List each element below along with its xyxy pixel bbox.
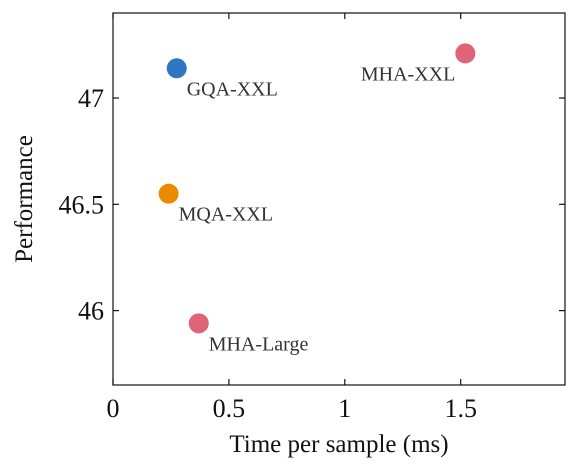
x-tick-label: 0 — [107, 394, 120, 423]
point-label: GQA-XXL — [187, 78, 278, 100]
point-label: MHA-XXL — [361, 63, 455, 85]
x-axis-ticks: 0 0.5 1 1.5 — [107, 13, 477, 423]
x-tick-label: 0.5 — [213, 394, 246, 423]
y-tick-label: 47 — [78, 84, 104, 113]
x-tick-label: 1 — [338, 394, 351, 423]
y-axis-label: Performance — [11, 135, 38, 263]
data-point — [158, 183, 179, 204]
data-point — [188, 313, 209, 334]
y-tick-label: 46.5 — [59, 190, 105, 219]
y-axis-ticks: 46 46.5 47 — [59, 84, 565, 326]
x-axis-label: Time per sample (ms) — [229, 431, 448, 458]
data-point — [166, 58, 187, 79]
data-points: MHA-XXL GQA-XXL MQA-XXL MHA-Large — [158, 43, 476, 355]
plot-frame — [112, 12, 566, 386]
data-point — [455, 43, 476, 64]
x-tick-label: 1.5 — [444, 394, 477, 423]
point-label: MHA-Large — [209, 333, 309, 355]
y-tick-label: 46 — [78, 297, 104, 326]
point-label: MQA-XXL — [179, 204, 273, 226]
